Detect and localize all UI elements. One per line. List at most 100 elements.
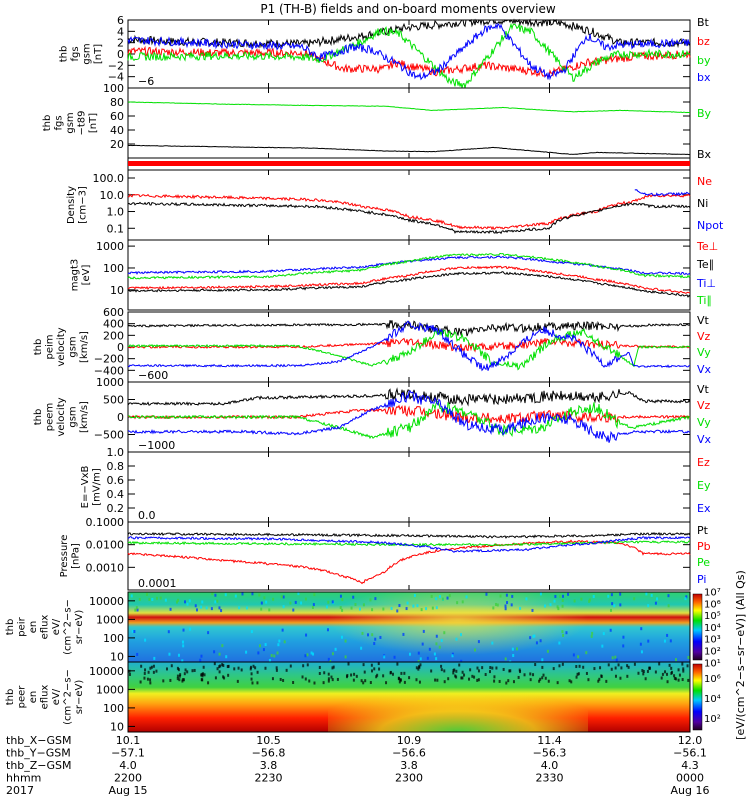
y-axis-label: E=−VxB[mV/m] [80, 466, 103, 509]
spectrogram-pixel [440, 665, 442, 668]
spectrogram-pixel [277, 643, 279, 646]
spectrogram-pixel [585, 651, 587, 654]
spectrogram-pixel [474, 648, 476, 651]
spectrogram-pixel [214, 662, 216, 665]
spectrogram-pixel [540, 639, 542, 642]
spectrogram-pixel [643, 670, 645, 673]
time-axis-value: −56.1 [673, 747, 707, 760]
legend-bz: bz [697, 35, 710, 48]
y-tick-label: 100 [103, 82, 124, 95]
spectrogram-pixel [289, 602, 291, 605]
spectrogram-pixel [213, 650, 215, 653]
y-axis-label: thbfgsgsm[nT] [58, 43, 104, 64]
spectrogram-pixel [453, 668, 455, 671]
spectrogram-pixel [390, 671, 392, 674]
spectrogram-pixel [323, 671, 325, 674]
spectrogram-pixel [345, 655, 347, 658]
spectrogram-pixel [378, 662, 380, 665]
spectrogram-pixel [651, 594, 653, 597]
spectrogram-pixel [431, 595, 433, 598]
spectrogram-pixel [182, 641, 184, 644]
spectrogram-pixel [545, 677, 547, 680]
spectrogram-pixel [478, 640, 480, 643]
legend-Ti⊥: Ti⊥ [696, 277, 716, 290]
y-axis-label-line: en [28, 691, 39, 704]
spectrogram-pixel [443, 631, 445, 634]
spectrogram-pixel [667, 594, 669, 597]
spectrogram-pixel [201, 678, 203, 681]
spectrogram-pixel [144, 672, 146, 675]
spectrogram-pixel [561, 630, 563, 633]
spectrogram-pixel [455, 670, 457, 673]
spectrogram-pixel [647, 640, 649, 643]
y-axis-label-line: (cm^2−s− [63, 669, 74, 725]
y-tick-label: 0.6 [107, 474, 125, 487]
plot-title: P1 (TH-B) fields and on-board moments ov… [260, 2, 556, 16]
spectrogram-pixel [599, 666, 601, 669]
y-axis-label-line: gsm [67, 406, 78, 427]
spectrogram-pixel [607, 595, 609, 598]
spectrogram-pixel [506, 601, 508, 604]
legend-by: by [697, 54, 711, 67]
spectrogram-pixel [505, 657, 507, 660]
spectrogram-pixel [340, 606, 342, 609]
spectrogram-pixel [645, 677, 647, 680]
spectrogram-pixel [354, 603, 356, 606]
y-axis-label-line: velocity [56, 397, 67, 436]
spectrogram-pixel [628, 666, 630, 669]
spectrogram-pixel [225, 655, 227, 658]
spectrogram-pixel [351, 607, 353, 610]
y-axis-label-line: thb [5, 689, 16, 706]
y-tick-label: 0.4 [107, 488, 125, 501]
spectrogram-pixel [185, 668, 187, 671]
spectrogram-pixel [452, 671, 454, 674]
spectrogram-pixel [328, 673, 330, 676]
spectrogram-pixel [404, 681, 406, 684]
spectrogram-pixel [460, 633, 462, 636]
spectrogram-pixel [348, 662, 350, 665]
spectrogram-pixel [591, 635, 593, 638]
spectrogram-pixel [610, 629, 612, 632]
y-axis-label: thbpeirenefluxeV/(cm^2−s−sr−eV) [5, 599, 85, 655]
spectrogram-pixel [313, 603, 315, 606]
spectrogram-pixel [345, 640, 347, 643]
y-tick-label: 0 [117, 411, 124, 424]
spectrogram-pixel [286, 669, 288, 672]
spectrogram-pixel [272, 677, 274, 680]
spectrogram-pixel [292, 609, 294, 612]
spectrogram-pixel [577, 655, 579, 658]
panel-fgs-t89: 10080604020 thbfgsgsm−t89[nT] By Bx [42, 82, 712, 161]
y-tick-label: −6 [138, 75, 154, 88]
spectrogram-pixel [541, 666, 543, 669]
spectrogram-pixel [313, 682, 315, 685]
spectrogram-pixel [153, 657, 155, 660]
spectrogram-pixel [382, 608, 384, 611]
spectrogram-pixel [421, 608, 423, 611]
y-axis-label-line: sr−eV) [74, 680, 85, 715]
spectrogram-pixel [534, 663, 536, 666]
spectrogram-pixel [346, 675, 348, 678]
y-tick-label: −500 [94, 429, 124, 442]
spectrogram-pixel [536, 641, 538, 644]
spectrogram-pixel [165, 599, 167, 602]
spectrogram-pixel [559, 595, 561, 598]
spectrogram-pixel [178, 654, 180, 657]
spectrogram-pixel [614, 656, 616, 659]
spectrogram-pixel [667, 680, 669, 683]
spectrogram-pixel [670, 639, 672, 642]
spectrogram-pixel [211, 607, 213, 610]
spectrogram-pixel [512, 648, 514, 651]
spectrogram-pixel [394, 656, 396, 659]
spectrogram-pixel [422, 643, 424, 646]
spectrogram-pixel [272, 598, 274, 601]
spectrogram-pixel [148, 671, 150, 674]
spectrogram-pixel [327, 601, 329, 604]
spectrogram-pixel [251, 630, 253, 633]
time-axis-value: 10.5 [256, 734, 281, 747]
legend-Pb: Pb [697, 540, 711, 553]
spectrogram-pixel [332, 652, 334, 655]
y-axis-label-line: eflux [40, 615, 51, 640]
spectrogram-pixel [156, 597, 158, 600]
spectrogram-pixel [360, 647, 362, 650]
y-axis-label-line: [nT] [93, 44, 104, 64]
